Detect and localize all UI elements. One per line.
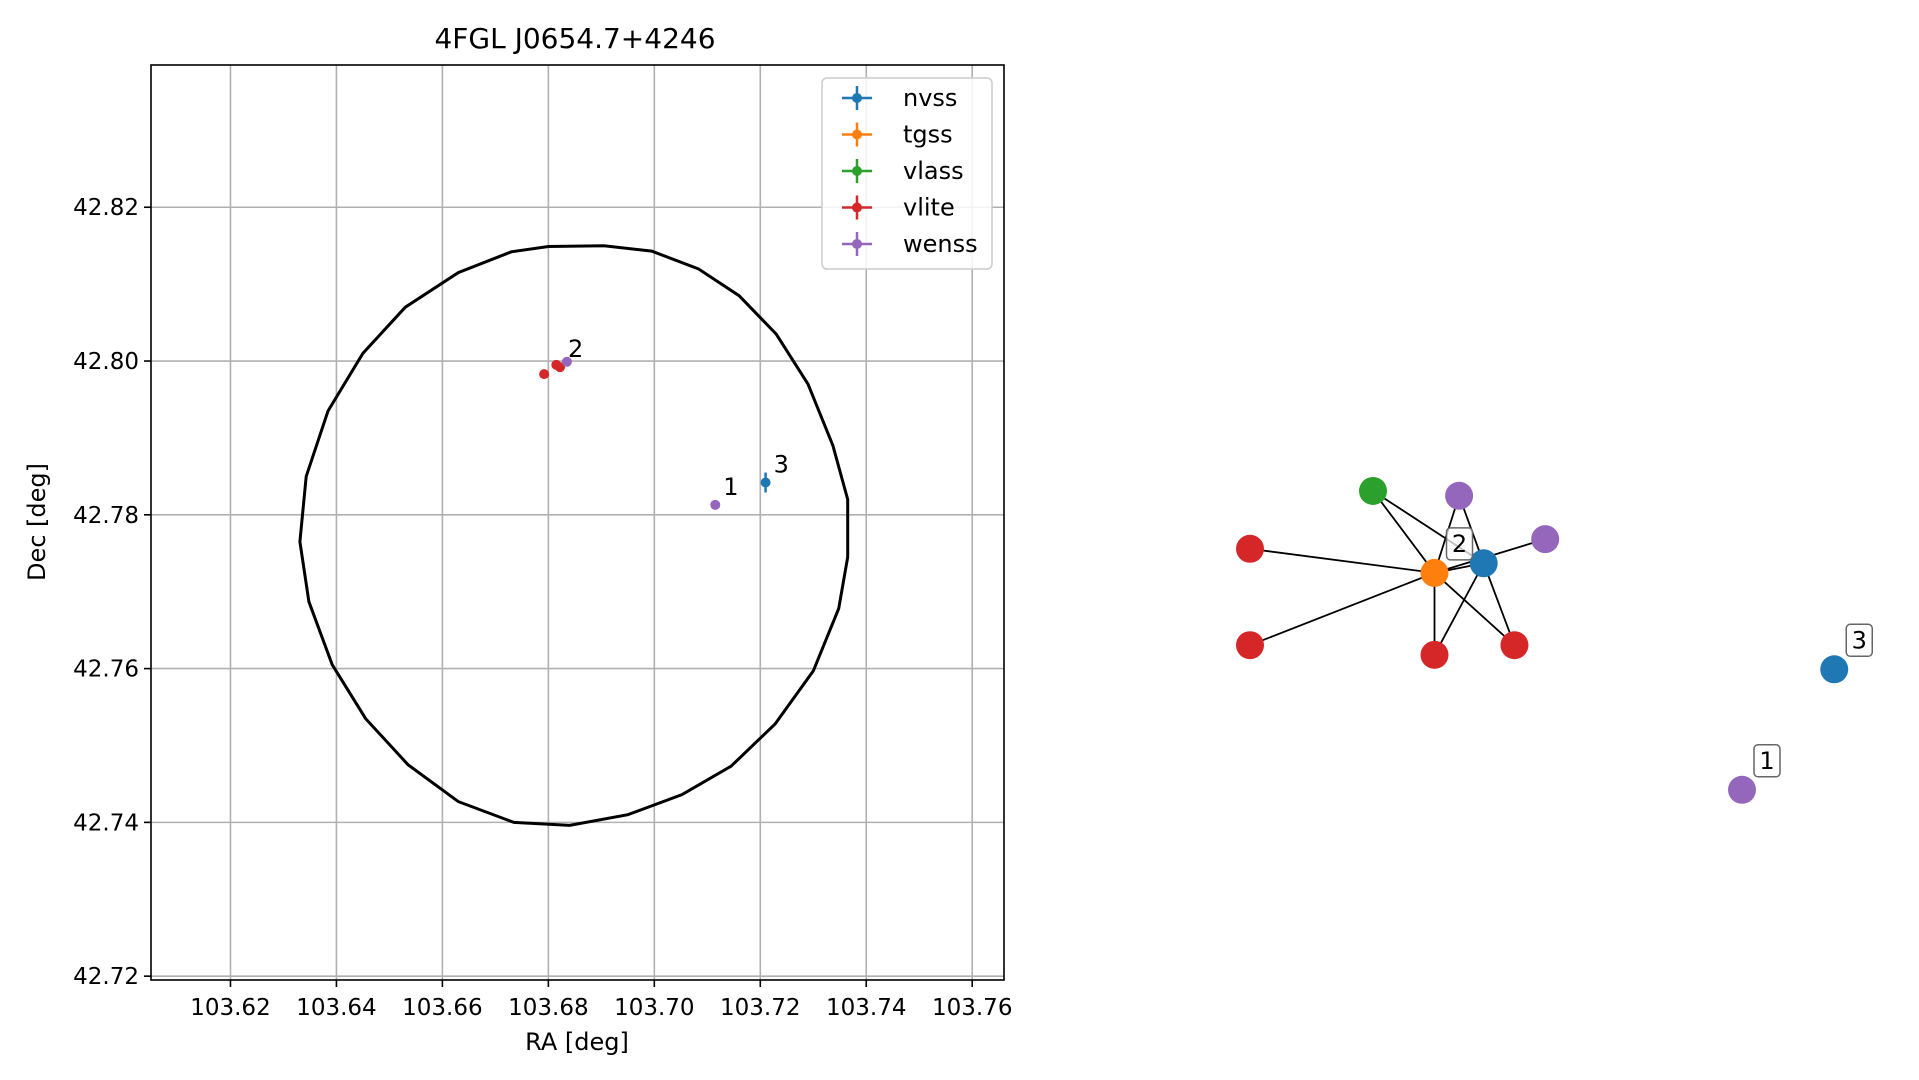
graph-node (1420, 640, 1449, 669)
sky-scatter-plot: 4FGL J0654.7+4246 1 2 3 103.62 103.64 103.66… (23, 22, 1012, 1056)
graph-node (1420, 558, 1449, 587)
graph-edge (1433, 562, 1485, 656)
network-graph: 2 3 1 (1236, 476, 1873, 804)
point-annotation: 2 (568, 335, 583, 363)
graph-label-box (1753, 744, 1781, 778)
legend: nvss tgss vlass vlite wenss (821, 77, 993, 270)
y-tick-label: 42.74 (73, 810, 139, 836)
legend-label: vlass (903, 157, 964, 185)
graph-labels: 2 3 1 (1445, 527, 1873, 778)
y-tick-label: 42.78 (73, 503, 139, 529)
legend-swatch-marker (852, 129, 862, 140)
y-axis-ticks: 42.72 42.74 42.76 42.78 42.80 42.82 (73, 195, 151, 990)
graph-node (1445, 481, 1474, 510)
legend-swatch-marker (852, 166, 862, 176)
plot-frame (150, 64, 1005, 981)
y-tick-label: 42.72 (73, 964, 139, 990)
x-tick-label: 103.74 (826, 995, 906, 1021)
x-tick-label: 103.72 (720, 995, 800, 1021)
graph-node (1820, 655, 1849, 684)
graph-label-text: 3 (1852, 626, 1867, 654)
point-annotation: 3 (774, 451, 789, 479)
point-annotation: 1 (723, 473, 738, 501)
graph-nodes (1236, 476, 1849, 804)
graph-label: 3 (1845, 623, 1873, 658)
legend-label: tgss (903, 121, 953, 149)
wenss-point (561, 356, 572, 367)
vlite-point (555, 362, 566, 373)
y-tick-label: 42.80 (73, 349, 139, 375)
graph-edge (1372, 490, 1436, 574)
legend-label: nvss (903, 84, 957, 112)
graph-label: 1 (1753, 744, 1781, 778)
legend-box (821, 77, 993, 270)
x-tick-label: 103.76 (932, 995, 1012, 1021)
legend-item-vlass: vlass (842, 157, 964, 185)
legend-items: nvss tgss vlass vlite wenss (842, 84, 978, 258)
x-tick-label: 103.62 (190, 995, 270, 1021)
graph-node (1728, 775, 1756, 804)
vlite-point (539, 369, 550, 380)
x-tick-label: 103.68 (508, 995, 588, 1021)
graph-edge (1433, 572, 1516, 646)
graph-label-text: 1 (1759, 747, 1774, 775)
localization-ellipse (298, 244, 850, 827)
graph-node (1469, 549, 1498, 578)
legend-label: vlite (903, 194, 955, 222)
graph-edge (1249, 547, 1435, 574)
y-tick-label: 42.82 (73, 195, 139, 221)
graph-node (1359, 476, 1387, 505)
graph-label-box (1845, 623, 1873, 658)
x-axis-ticks: 103.62 103.64 103.66 103.68 103.70 103.72 103.… (190, 980, 1012, 1021)
graph-node (1531, 525, 1560, 554)
graph-label-box (1445, 527, 1474, 561)
legend-swatch-marker (852, 93, 862, 103)
point-annotations: 1 2 3 (568, 335, 789, 501)
y-tick-label: 42.76 (73, 657, 139, 683)
chart-title: 4FGL J0654.7+4246 (434, 22, 715, 55)
legend-swatch-marker (852, 239, 862, 249)
graph-edge (1482, 562, 1516, 646)
graph-node (1236, 631, 1264, 660)
legend-item-tgss: tgss (842, 121, 953, 149)
legend-item-nvss: nvss (842, 84, 957, 112)
graph-edge (1249, 572, 1435, 647)
x-tick-label: 103.66 (402, 995, 482, 1021)
legend-swatch-marker (852, 202, 862, 213)
legend-item-wenss: wenss (842, 230, 978, 258)
y-axis-label: Dec [deg] (23, 463, 51, 581)
graph-label-text: 2 (1452, 530, 1467, 558)
x-tick-label: 103.64 (296, 995, 376, 1021)
graph-node (1236, 534, 1264, 563)
data-points (539, 356, 771, 510)
nvss-point (760, 477, 771, 488)
graph-label: 2 (1445, 527, 1474, 561)
graph-node (1500, 631, 1529, 660)
x-tick-label: 103.70 (614, 995, 694, 1021)
graph-edges (1249, 490, 1546, 656)
legend-label: wenss (903, 230, 978, 258)
x-axis-label: RA [deg] (525, 1028, 629, 1056)
wenss-point (710, 499, 721, 510)
legend-item-vlite: vlite (842, 194, 955, 222)
